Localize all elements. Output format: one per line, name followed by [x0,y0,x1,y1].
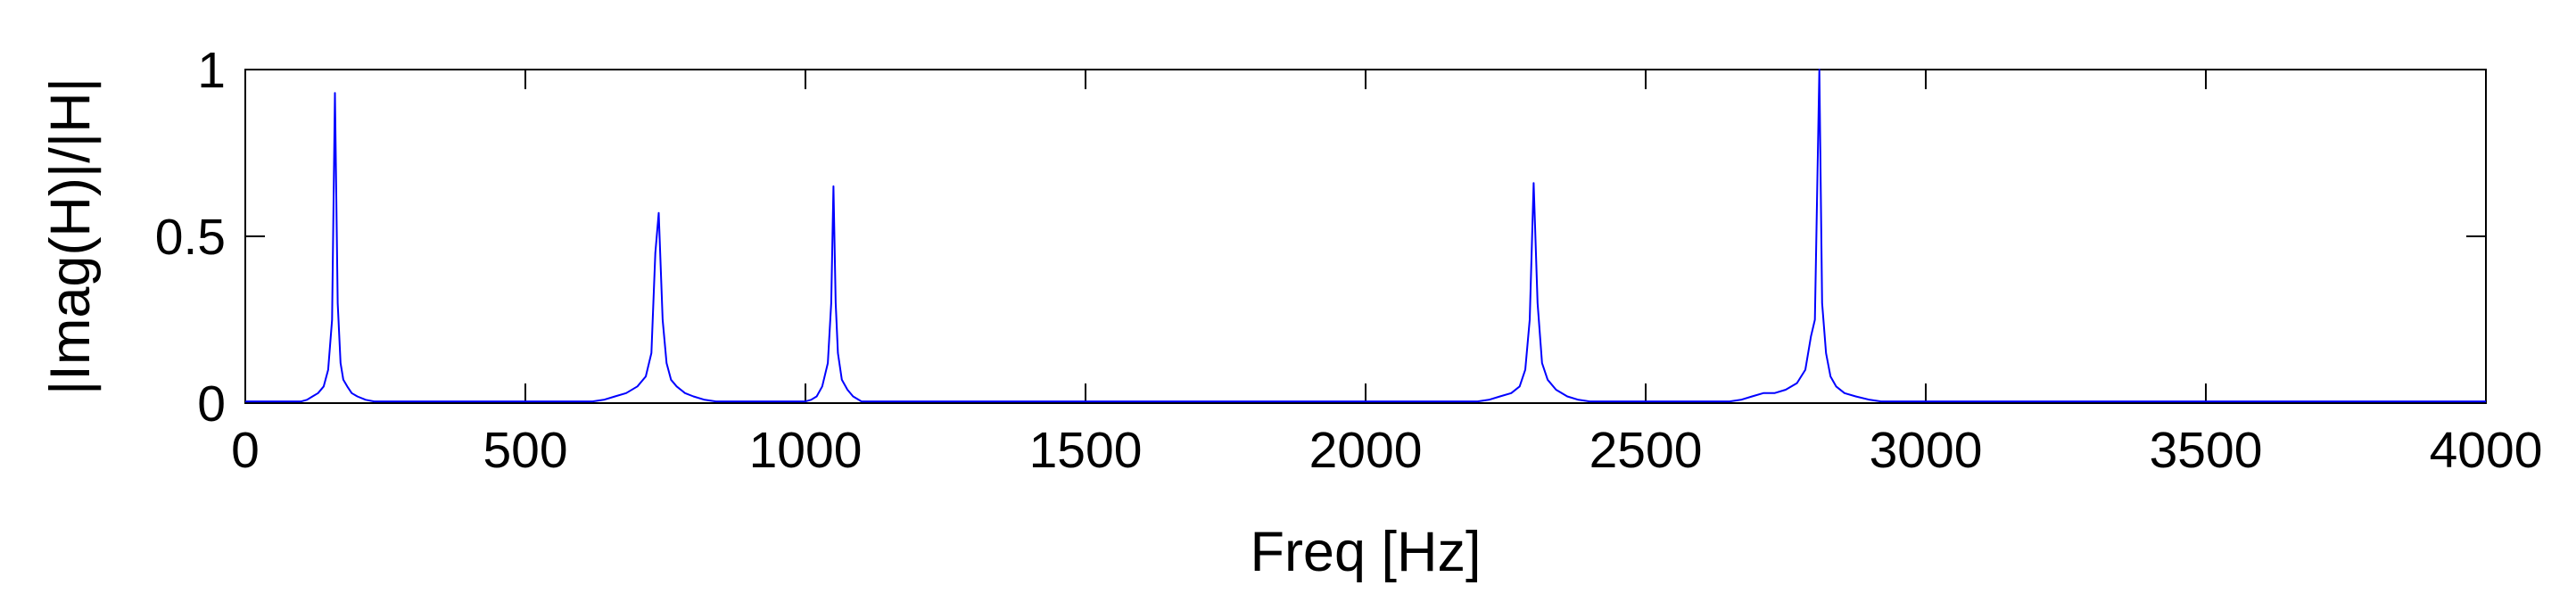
x-tick-labels: 0 500 1000 1500 2000 2500 3000 3500 4000 [231,422,2542,479]
data-line [245,69,2486,403]
x-tick-label: 500 [483,422,567,479]
x-tick-label: 1000 [749,422,863,479]
plot-area [244,69,2487,404]
y-tick-label: 1 [197,42,226,99]
x-axis-label: Freq [Hz] [1250,521,1481,583]
x-tick-label: 2500 [1589,422,1703,479]
x-tick-label: 2000 [1309,422,1423,479]
y-tick-label: 0 [197,375,226,433]
x-tick-label: 1500 [1029,422,1143,479]
y-tick-label: 0.5 [155,209,226,266]
y-axis-label: |Imag(H)|/|H| [39,78,102,395]
y-tick-labels: 00.51 [155,42,226,433]
x-tick-label: 3500 [2150,422,2263,479]
x-tick-label: 3000 [1870,422,1983,479]
tick-marks [244,69,2487,404]
x-tick-label: 4000 [2430,422,2543,479]
x-tick-label: 0 [231,422,260,479]
